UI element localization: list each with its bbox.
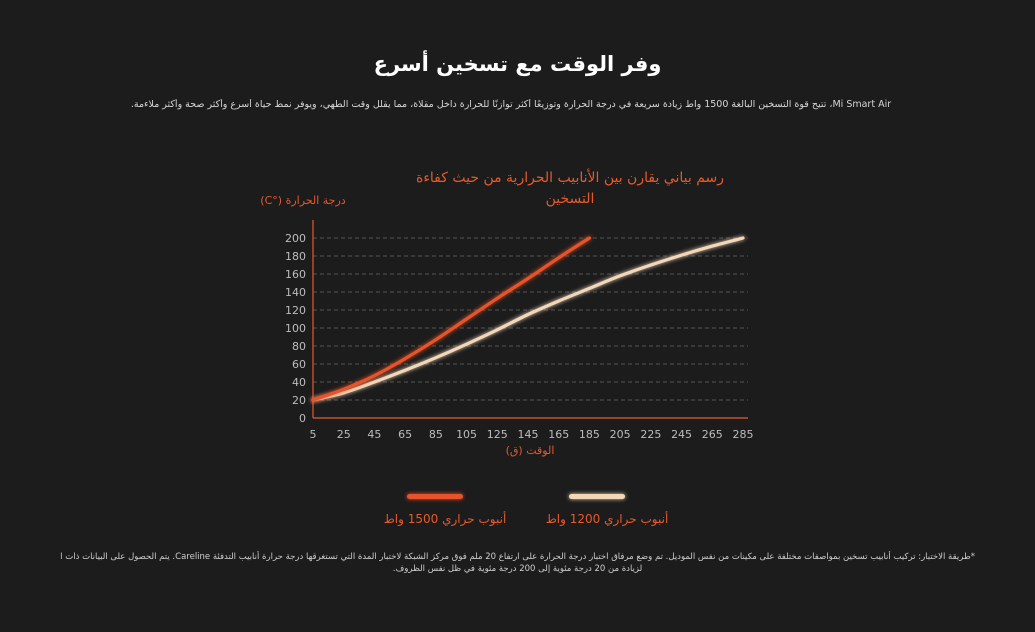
x-tick-label: 185 <box>579 428 600 441</box>
x-tick-label: 125 <box>487 428 508 441</box>
footnote-line-2: لزيادة من 20 درجة مئوية إلى 200 درجة مئو… <box>392 564 643 574</box>
x-tick-label: 105 <box>456 428 477 441</box>
legend-item-1500: أنبوب حراري 1500 واط <box>370 494 520 534</box>
legend-swatch-1500 <box>407 494 463 499</box>
y-tick-label: 180 <box>285 250 306 263</box>
x-tick-label: 225 <box>640 428 661 441</box>
footnote-line-1: *طريقة الاختبار: تركيب أنابيب تسخين بموا… <box>60 552 975 562</box>
y-tick-label: 0 <box>299 412 306 425</box>
y-tick-label: 60 <box>292 358 306 371</box>
y-tick-label: 140 <box>285 286 306 299</box>
y-axis-label: درجة الحرارة (°C) <box>260 194 346 207</box>
y-tick-label: 120 <box>285 304 306 317</box>
x-tick-label: 265 <box>702 428 723 441</box>
intro-text: Mi Smart Air، تتيح قوة التسخين البالغة 1… <box>130 99 892 110</box>
y-tick-label: 200 <box>285 232 306 245</box>
series-line-1500 <box>311 236 592 402</box>
x-tick-label: 45 <box>367 428 381 441</box>
x-tick-label: 145 <box>518 428 539 441</box>
y-tick-label: 20 <box>292 394 306 407</box>
y-tick-label: 160 <box>285 268 306 281</box>
x-tick-label: 205 <box>610 428 631 441</box>
x-axis-label: الوقت (ق) <box>505 444 555 457</box>
x-tick-label: 165 <box>548 428 569 441</box>
legend-item-1200: أنبوب حراري 1200 واط <box>532 494 682 534</box>
x-tick-label: 245 <box>671 428 692 441</box>
legend-label-1200: أنبوب حراري 1200 واط <box>545 512 669 526</box>
series-line-1200 <box>311 236 745 402</box>
y-tick-label: 40 <box>292 376 306 389</box>
y-tick-label: 100 <box>285 322 306 335</box>
x-tick-label: 85 <box>429 428 443 441</box>
page-title: وفر الوقت مع تسخين أسرع <box>373 52 662 76</box>
x-tick-label: 65 <box>398 428 412 441</box>
x-tick-label: 5 <box>310 428 317 441</box>
x-tick-label: 285 <box>733 428 754 441</box>
footnote: *طريقة الاختبار: تركيب أنابيب تسخين بموا… <box>60 551 975 575</box>
legend-label-1500: أنبوب حراري 1500 واط <box>383 512 507 526</box>
legend-swatch-1200 <box>569 494 625 499</box>
x-tick-label: 25 <box>337 428 351 441</box>
chart-title: رسم بياني يقارن بين الأنابيب الحرارية من… <box>415 170 724 207</box>
y-tick-label: 80 <box>292 340 306 353</box>
